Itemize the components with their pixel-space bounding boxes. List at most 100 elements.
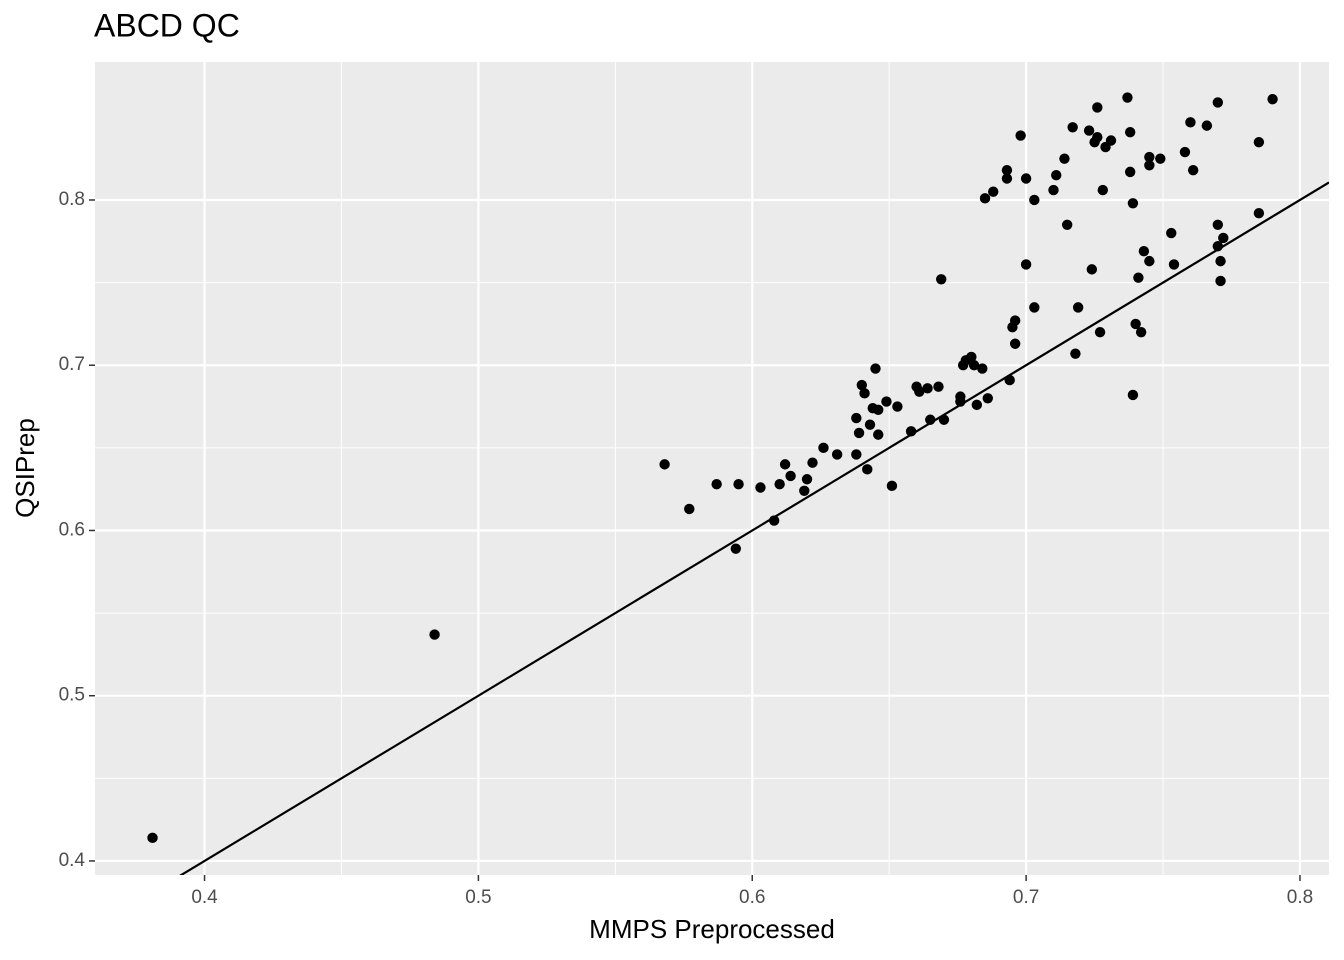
x-tick-label: 0.6 bbox=[739, 887, 765, 908]
point bbox=[1020, 173, 1032, 184]
point bbox=[966, 351, 977, 363]
point bbox=[779, 459, 791, 470]
point bbox=[1138, 246, 1150, 257]
point bbox=[785, 470, 796, 482]
point bbox=[1144, 151, 1155, 163]
point bbox=[1122, 92, 1133, 103]
point bbox=[862, 464, 873, 475]
x-tick-label: 0.8 bbox=[1287, 887, 1313, 908]
point bbox=[1166, 227, 1177, 239]
point bbox=[859, 388, 870, 399]
point bbox=[1124, 166, 1136, 178]
point bbox=[1215, 275, 1226, 287]
point bbox=[1105, 135, 1117, 146]
point bbox=[873, 429, 884, 440]
point bbox=[925, 414, 936, 425]
point bbox=[1215, 255, 1226, 267]
point bbox=[733, 478, 744, 490]
point bbox=[818, 442, 829, 454]
point bbox=[684, 503, 695, 515]
point bbox=[1029, 302, 1040, 313]
point bbox=[851, 449, 862, 460]
point bbox=[982, 393, 993, 404]
reference-line bbox=[179, 181, 1329, 875]
point bbox=[1029, 194, 1040, 206]
point bbox=[977, 363, 988, 374]
point bbox=[1072, 302, 1084, 313]
point bbox=[1070, 348, 1081, 359]
point bbox=[1212, 97, 1224, 108]
point bbox=[1097, 184, 1108, 196]
chart-title: ABCD QC bbox=[94, 7, 240, 43]
y-tick-label: 0.7 bbox=[59, 354, 85, 375]
point bbox=[922, 383, 933, 394]
point bbox=[1135, 326, 1147, 338]
point bbox=[1212, 219, 1224, 230]
point bbox=[807, 457, 818, 468]
point bbox=[1083, 125, 1095, 136]
point bbox=[851, 412, 862, 424]
point bbox=[1253, 207, 1265, 219]
point bbox=[1130, 318, 1141, 330]
point bbox=[853, 427, 865, 439]
point bbox=[892, 401, 903, 412]
y-axis-label: QSIPrep bbox=[10, 418, 40, 518]
point bbox=[870, 363, 881, 374]
panel bbox=[95, 62, 1329, 875]
point bbox=[1133, 272, 1144, 283]
point bbox=[1185, 117, 1196, 128]
point bbox=[936, 274, 947, 285]
point bbox=[881, 396, 892, 407]
point bbox=[1020, 259, 1032, 270]
point bbox=[933, 381, 944, 392]
point bbox=[955, 396, 966, 407]
point bbox=[768, 515, 780, 526]
point bbox=[1059, 153, 1070, 164]
point bbox=[1124, 127, 1136, 138]
point bbox=[1004, 374, 1015, 386]
point bbox=[1092, 131, 1103, 143]
point bbox=[1187, 165, 1199, 176]
point bbox=[659, 459, 670, 470]
point bbox=[938, 414, 950, 425]
point bbox=[864, 419, 876, 430]
point bbox=[1061, 219, 1073, 230]
point bbox=[1094, 326, 1106, 338]
point bbox=[1144, 160, 1155, 171]
point bbox=[905, 426, 917, 437]
point bbox=[831, 449, 843, 460]
point bbox=[429, 629, 440, 640]
point bbox=[1051, 169, 1062, 181]
point bbox=[1009, 315, 1021, 326]
x-tick-label: 0.7 bbox=[1013, 887, 1039, 908]
y-tick-label: 0.5 bbox=[59, 685, 85, 706]
point bbox=[1179, 146, 1191, 158]
y-tick-label: 0.6 bbox=[59, 519, 85, 540]
y-tick-label: 0.4 bbox=[59, 850, 86, 871]
point bbox=[1127, 198, 1139, 209]
point bbox=[968, 360, 980, 371]
point bbox=[1015, 130, 1026, 141]
point bbox=[979, 193, 991, 204]
point bbox=[971, 399, 983, 411]
point bbox=[1253, 136, 1265, 148]
point bbox=[774, 478, 785, 490]
point bbox=[1001, 165, 1013, 176]
point bbox=[1092, 102, 1103, 113]
point bbox=[1144, 255, 1155, 267]
x-tick-label: 0.5 bbox=[465, 887, 491, 908]
point bbox=[711, 478, 722, 490]
point bbox=[1009, 338, 1021, 349]
point bbox=[799, 485, 810, 497]
point bbox=[873, 404, 884, 416]
point bbox=[1267, 93, 1278, 105]
point bbox=[147, 832, 158, 844]
point bbox=[1048, 184, 1059, 196]
point bbox=[1201, 120, 1213, 131]
x-axis-label: MMPS Preprocessed bbox=[589, 914, 835, 944]
point bbox=[1067, 122, 1078, 133]
point bbox=[988, 186, 999, 197]
point bbox=[1086, 264, 1098, 275]
point bbox=[1218, 232, 1229, 244]
